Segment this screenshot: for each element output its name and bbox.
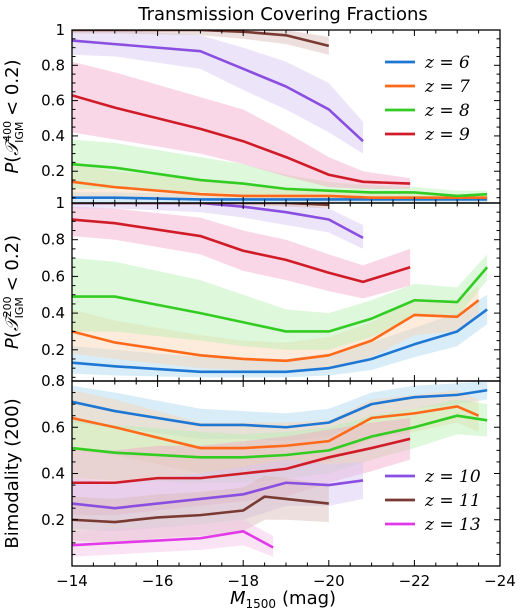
series-line-z9 [72,218,411,284]
band-z6 [72,294,488,378]
y-tick-label: 0.8 [41,56,65,74]
y-tick-label: 0.6 [41,418,65,436]
y-tick-label: 0.6 [41,92,65,110]
series-line-z9 [72,437,411,485]
band-z8 [72,139,488,200]
legend-label-z7: z = 7 [424,77,470,97]
y-label-paren: ( [2,156,23,163]
band-z13 [72,519,274,557]
y-tick-label: 0.4 [41,127,65,145]
x-tick-label: −24 [484,572,516,590]
series-line-z8 [72,266,489,333]
plot-area [72,381,488,557]
y-label-sub: IGM [13,297,26,318]
x-axis-label-symbol: M [230,588,246,609]
y-tick-label: 0.4 [41,465,65,483]
y-label-rest: < 0.2) [2,235,23,297]
band-z8 [72,254,488,350]
x-tick-label: −16 [142,572,174,590]
x-axis-label-subscript: 1500 [245,597,276,610]
series-line-z7 [72,405,480,450]
band-z7 [72,285,479,370]
legend-label-z8: z = 8 [424,101,470,121]
panel-bottom: 0.2 0.4 0.6 0.8 −14 −16 −18 −20 −22 −24 Bimodality… [2,372,516,590]
panel-middle: 0.2 0.4 0.6 0.8 1 P(𝒯200IGM < 0.2) [1,194,501,382]
legend: z = 10 z = 11 z = 13 [385,467,481,535]
x-tick-label: −20 [313,572,345,590]
series-line-z7 [72,299,480,363]
band-z6 [72,381,488,442]
y-label-sup: 400 [1,121,14,142]
y-tick-label: 0.8 [41,231,65,249]
series-line-z6 [72,308,488,374]
y-label-sub: IGM [13,122,26,143]
y-label-p: P [2,163,23,174]
y-tick-label: 0.2 [41,511,65,529]
x-tick-label: −18 [227,572,259,590]
x-axis-label-unit: (mag) [282,588,336,609]
series-line-z10 [72,39,364,143]
plot-area [72,30,488,203]
band-z7 [72,390,479,474]
legend: z = 6 z = 7 z = 8 z = 9 [385,53,470,145]
legend-label-z10: z = 10 [424,467,481,487]
series-line-z11 [72,495,329,524]
y-label-rest: < 0.2) [2,59,23,121]
y-tick-label: 0.6 [41,267,65,285]
legend-label-z6: z = 6 [424,53,470,73]
series-line-z7 [72,180,488,200]
band-z10 [72,459,364,532]
plot-area [72,203,489,378]
legend-label-z9: z = 9 [424,125,470,145]
legend-label-z13: z = 13 [424,515,481,535]
band-z8 [72,399,488,483]
y-axis-label: P(𝒯200IGM < 0.2) [1,235,26,349]
series-line-z13 [72,530,274,549]
series-line-z8 [72,162,488,198]
legend-label-z11: z = 11 [424,491,481,511]
y-label-paren: ( [2,331,23,338]
y-label-sup: 200 [1,296,14,317]
band-z9 [72,61,411,189]
y-tick-label: 0.2 [41,162,65,180]
y-tick-label: 0.8 [41,372,65,390]
y-axis-label: P(𝒯400IGM < 0.2) [1,59,26,173]
series-line-z9 [72,94,411,185]
y-tick-label: 0.4 [41,304,65,322]
y-axis-label: Bimodality (200) [2,398,23,548]
band-z10 [72,203,364,249]
y-label-p: P [2,338,23,349]
x-axis-label: M1500 (mag) [230,588,336,610]
band-z11 [72,475,329,543]
y-tick-label: 1 [55,194,65,212]
x-tick-label: −14 [56,572,88,590]
series-line-z10 [72,479,364,510]
y-tick-label: 0.2 [41,341,65,359]
band-z11 [72,30,329,55]
x-tick-label: −22 [399,572,431,590]
figure-title: Transmission Covering Fractions [137,4,428,25]
series-line-z8 [72,414,488,459]
y-tick-label: 1 [55,21,65,39]
panel-top: 0.20.40.60.81P(𝒯400IGM < 0.2) z = 6z = 7z… [1,21,501,204]
series-line-z6 [72,388,488,429]
